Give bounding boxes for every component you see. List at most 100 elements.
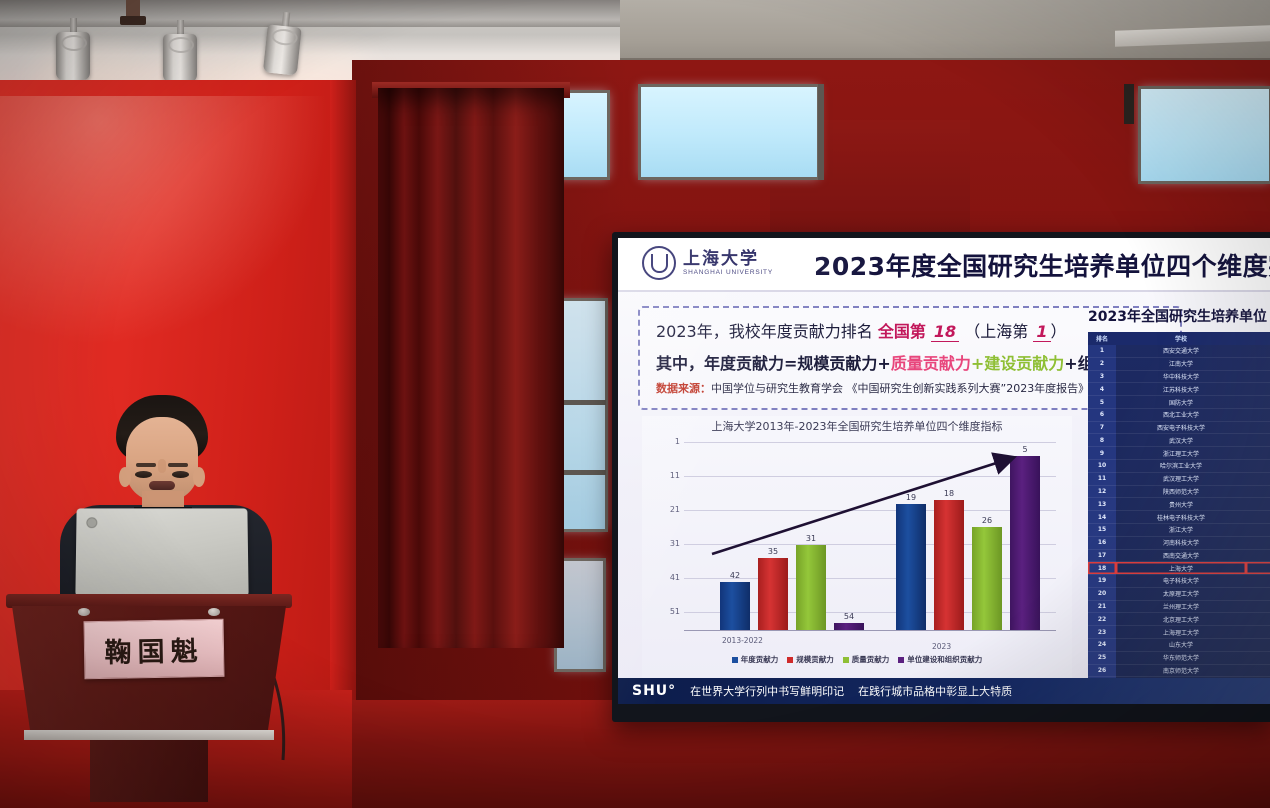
table-row: 8武汉大学345 (1088, 433, 1270, 448)
window-mullion (556, 470, 606, 475)
table-row: 12陕西师范大学436 (1088, 485, 1270, 499)
y-axis-tick: 41 (669, 573, 680, 582)
cell-value: 327 (1246, 561, 1270, 576)
window-frame (638, 84, 820, 180)
laptop-lid (75, 508, 249, 597)
cell-rank: 25 (1088, 651, 1116, 665)
cell-value: 464 (1246, 395, 1270, 409)
table-row: 11武汉理工大学412 (1088, 472, 1270, 486)
cell-school: 武汉理工大学 (1116, 472, 1246, 486)
cell-school: 西安交通大学 (1116, 345, 1246, 358)
podium-top (6, 594, 292, 608)
laptop[interactable] (75, 508, 249, 604)
cell-school: 上海理工大学 (1116, 625, 1246, 639)
cell-value: 385 (1246, 587, 1270, 601)
cell-school: 西北工业大学 (1116, 408, 1246, 422)
cell-value: 361 (1246, 510, 1270, 524)
cell-rank: 14 (1088, 510, 1116, 524)
speaker-nose (158, 459, 166, 473)
chart-title: 上海大学2013年-2023年全国研究生培养单位四个维度指标 (711, 420, 1003, 433)
table-row: 18上海大学327 (1088, 561, 1270, 576)
bar-value-label: 19 (905, 492, 917, 502)
cell-school: 上海大学 (1116, 561, 1246, 576)
cell-value: 465 (1246, 408, 1270, 422)
table-row: 13贵州大学435 (1088, 497, 1270, 512)
table-row: 6西北工业大学465 (1088, 408, 1270, 422)
cell-value: 384 (1246, 574, 1270, 588)
cell-rank: 10 (1088, 459, 1116, 473)
ranking-panel: 2023年全国研究生培养单位 排名 学校 贡献力 1西安交通大学5682江南大学… (1088, 306, 1270, 704)
cell-value: 568 (1246, 345, 1270, 358)
cell-rank: 22 (1088, 612, 1116, 627)
bar-2023-organization (1010, 455, 1040, 630)
table-row: 25华东师范大学327 (1088, 651, 1270, 665)
bar-2023-quality (972, 527, 1002, 630)
column-header-school: 学校 (1116, 332, 1246, 345)
cell-school: 南京师范大学 (1116, 664, 1246, 678)
callout-rank-label: 全国第 (877, 322, 926, 341)
cell-value: 403 (1246, 600, 1270, 614)
podium-trim (24, 730, 274, 740)
cell-value: 435 (1246, 497, 1270, 512)
cell-rank: 17 (1088, 549, 1116, 563)
x-axis-label: 2023 (932, 642, 952, 651)
podium-column (90, 740, 208, 802)
bar-value-label: 35 (767, 547, 779, 557)
cell-school: 江苏科技大学 (1116, 382, 1246, 397)
chart-plot-area: 1 11 21 31 41 51 42 (670, 437, 1056, 631)
cell-school: 国防大学 (1116, 395, 1246, 409)
bar-2013-2022-quality (796, 544, 826, 630)
cell-rank: 6 (1088, 408, 1116, 422)
stage-curtain (378, 88, 564, 648)
legend-label: 规模贡献力 (796, 655, 834, 664)
cell-school: 华中科技大学 (1116, 370, 1246, 384)
track-light-icon (262, 10, 303, 76)
cell-school: 北京理工大学 (1116, 612, 1246, 627)
cell-value: 282 (1246, 459, 1270, 473)
table-row: 19电子科技大学384 (1088, 574, 1270, 588)
cell-school: 陕西师范大学 (1116, 485, 1246, 499)
cell-school: 浙江大学 (1116, 523, 1246, 537)
cell-rank: 24 (1088, 638, 1116, 652)
cell-value: 327 (1246, 651, 1270, 665)
formula-part-a: 年度贡献力=规模贡献力+ (704, 354, 891, 373)
legend-label: 单位建设和组织贡献力 (907, 655, 983, 664)
formula-part-c: +建设贡献力 (970, 354, 1065, 373)
table-row: 9浙江理工大学372 (1088, 446, 1270, 461)
cell-rank: 9 (1088, 446, 1116, 461)
cell-rank: 2 (1088, 357, 1116, 371)
callout-close: ） (1050, 322, 1067, 341)
chart-legend: 年度贡献力 规模贡献力 质量贡献力 单位建设和组织贡献力 (642, 654, 1072, 665)
cell-school: 西安电子科技大学 (1116, 421, 1246, 435)
table-row: 15浙江大学349 (1088, 523, 1270, 537)
legend-label: 质量贡献力 (851, 655, 890, 664)
cell-rank: 18 (1088, 561, 1116, 576)
metrics-bar-chart: 上海大学2013年-2023年全国研究生培养单位四个维度指标 1 11 21 3… (642, 416, 1072, 684)
cell-value: 432 (1246, 536, 1270, 550)
table-row: 3华中科技大学512 (1088, 370, 1270, 384)
cell-value: 328 (1246, 612, 1270, 627)
ranking-table[interactable]: 排名 学校 贡献力 1西安交通大学5682江南大学5393华中科技大学5124江… (1088, 332, 1270, 704)
cell-value: 343 (1246, 549, 1270, 563)
presentation-display[interactable]: 上海大学 SHANGHAI UNIVERSITY 2023年度全国研究生培养单位… (618, 238, 1270, 704)
source-text: 中国学位与研究生教育学会 《中国研究生创新实践系列大赛”2023年度报告》 (711, 382, 1090, 395)
slide: 上海大学 SHANGHAI UNIVERSITY 2023年度全国研究生培养单位… (618, 238, 1270, 704)
cell-school: 桂林电子科技大学 (1116, 510, 1246, 524)
callout-rank-value: 18 (930, 322, 960, 342)
cell-rank: 16 (1088, 536, 1116, 550)
cell-value: 512 (1246, 370, 1270, 384)
university-logo: 上海大学 SHANGHAI UNIVERSITY (642, 246, 773, 280)
table-row: 16河南科技大学432 (1088, 536, 1270, 550)
legend-label: 年度贡献力 (740, 655, 779, 664)
y-axis-tick: 11 (669, 471, 680, 480)
table-row: 24山东大学305 (1088, 638, 1270, 652)
legend-item: 年度贡献力 (731, 654, 779, 665)
y-axis-tick: 51 (669, 607, 680, 616)
wall-corner-edge (330, 80, 356, 808)
cell-rank: 7 (1088, 421, 1116, 435)
window-pane (556, 92, 608, 178)
highlight-callout: 2023年，我校年度贡献力排名 全国第 18 （上海第 1） 其中，年度贡献力=… (638, 306, 1182, 410)
cell-value: 423 (1246, 421, 1270, 435)
nameplate: 鞠国魁 (83, 618, 225, 680)
